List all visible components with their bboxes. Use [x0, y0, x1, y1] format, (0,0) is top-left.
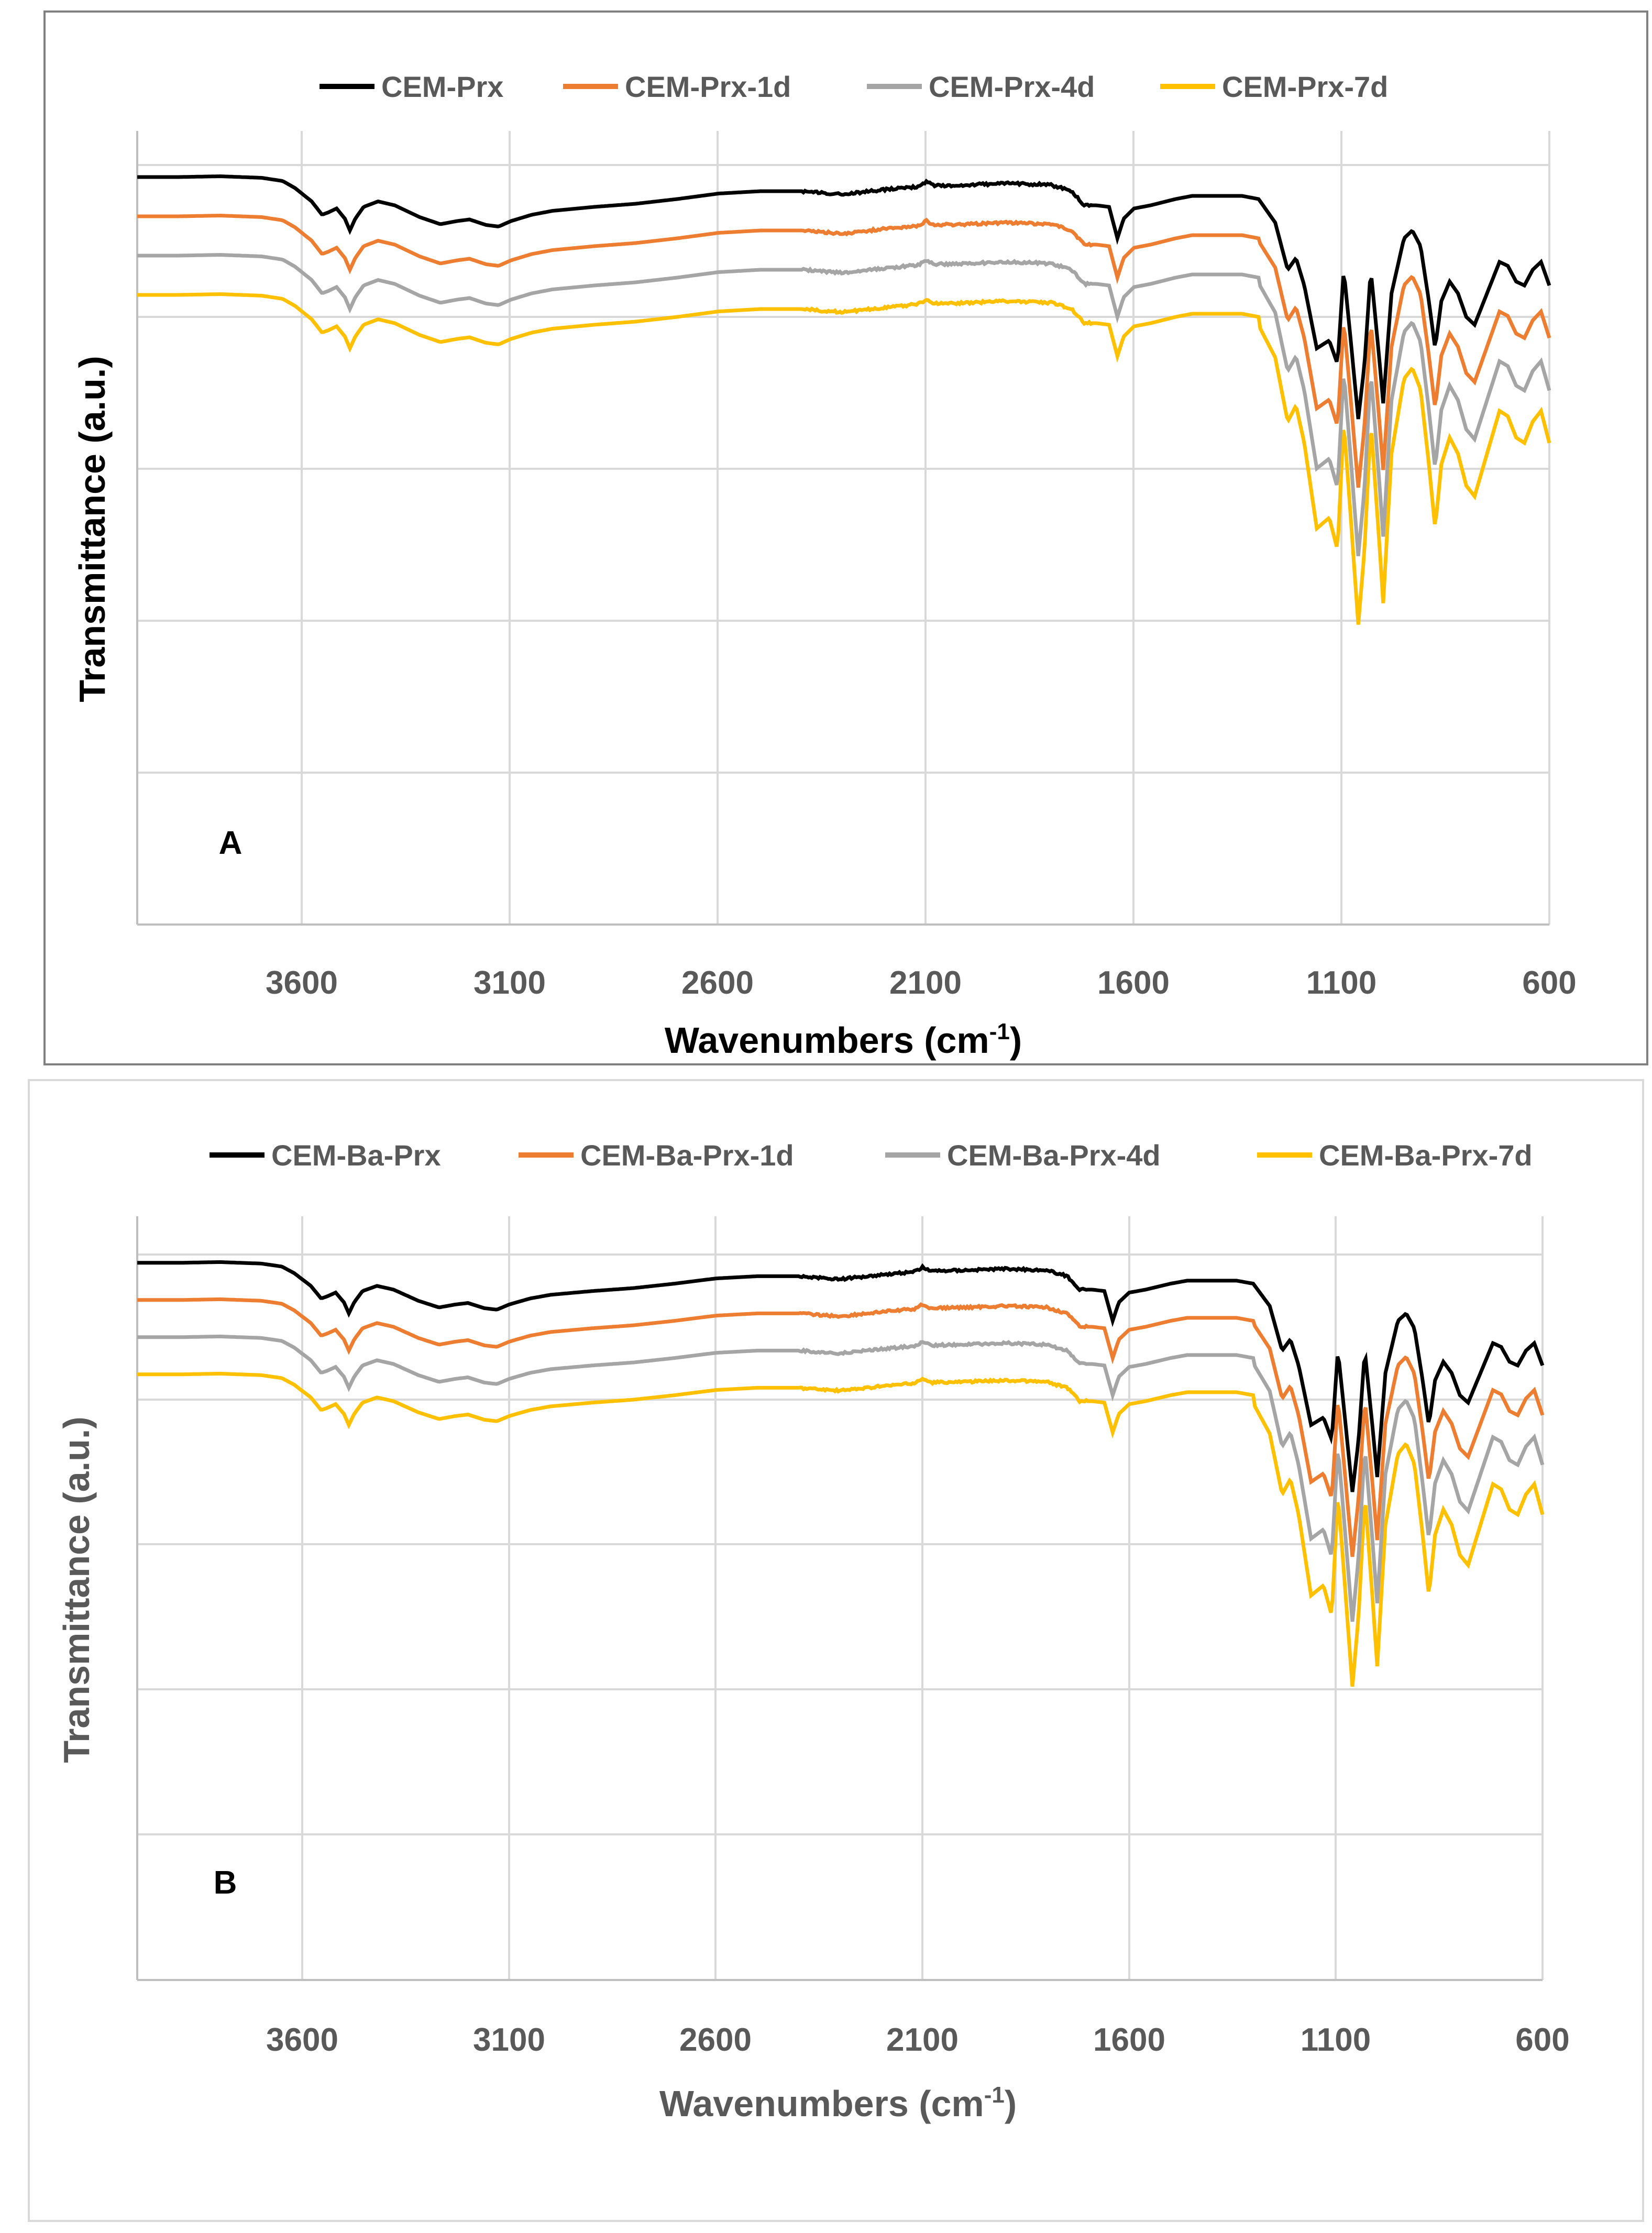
x-tick-b-1100: 1100	[1301, 2022, 1371, 2058]
x-tick-a-2600: 2600	[681, 965, 754, 1001]
legend-a-label-3: CEM-Prx-7d	[1222, 70, 1388, 103]
grid-a	[137, 164, 1549, 774]
legend-a-label-2: CEM-Prx-4d	[929, 70, 1095, 103]
x-tick-b-600: 600	[1515, 2022, 1569, 2058]
x-axis-title-b: Wavenumbers (cm-1)	[659, 2082, 1017, 2124]
legend-b-item-2: CEM-Ba-Prx-4d	[885, 1139, 1161, 1172]
x-tick-a-600: 600	[1522, 965, 1576, 1001]
panel-a-frame	[43, 10, 1648, 1065]
series-group-a	[137, 174, 1551, 625]
series-b-cem-ba-prx-line	[137, 1260, 1545, 1492]
legend-a-item-3: CEM-Prx-7d	[1160, 70, 1388, 103]
x-tick-a-2100: 2100	[889, 965, 962, 1001]
x-tick-b-2600: 2600	[679, 2022, 752, 2058]
x-tick-a-1600: 1600	[1097, 965, 1170, 1001]
x-tick-a-3600: 3600	[266, 965, 338, 1001]
x-axis-title-a-sup: -1	[989, 1019, 1010, 1044]
series-b-cem-ba-prx-7d-line	[137, 1371, 1545, 1687]
legend-a-item-2: CEM-Prx-4d	[867, 70, 1095, 103]
legend-b-label-1: CEM-Ba-Prx-1d	[580, 1139, 794, 1172]
series-a-cem-prx-line	[137, 174, 1551, 420]
x-tick-a-1100: 1100	[1306, 965, 1377, 1001]
panel-a: CEM-Prx CEM-Prx-1d CEM-Prx-4d CEM-Prx-7d	[43, 10, 1648, 1065]
legend-b-label-2: CEM-Ba-Prx-4d	[947, 1139, 1161, 1172]
y-axis-title-a: Transmittance (a.u.)	[72, 356, 113, 702]
y-axis-title-b: Transmittance (a.u.)	[56, 1416, 97, 1763]
legend-a-label-0: CEM-Prx	[381, 70, 503, 103]
x-axis-title-b-main: Wavenumbers (cm	[659, 2083, 984, 2124]
panel-label-b: B	[214, 1865, 237, 1901]
panel-b: CEM-Ba-Prx CEM-Ba-Prx-1d CEM-Ba-Prx-4d C…	[28, 1079, 1644, 2222]
x-tick-a-3100: 3100	[473, 965, 546, 1001]
x-axis-title-b-close: )	[1005, 2083, 1017, 2124]
legend-a-label-1: CEM-Prx-1d	[625, 70, 791, 103]
series-group-b	[137, 1260, 1545, 1687]
x-tick-b-2100: 2100	[886, 2022, 959, 2058]
series-b-cem-ba-prx-4d-line	[137, 1334, 1545, 1622]
legend-a: CEM-Prx CEM-Prx-1d CEM-Prx-4d CEM-Prx-7d	[320, 70, 1388, 103]
series-a-cem-prx-4d-line	[137, 252, 1551, 556]
legend-a-item-0: CEM-Prx	[320, 70, 503, 103]
x-axis-title-a-main: Wavenumbers (cm	[665, 1020, 989, 1061]
series-a-cem-prx-7d-line	[137, 292, 1551, 625]
legend-b-item-3: CEM-Ba-Prx-7d	[1257, 1139, 1533, 1172]
panel-label-a: A	[219, 825, 243, 861]
legend-b-label-0: CEM-Ba-Prx	[271, 1139, 441, 1172]
legend-b: CEM-Ba-Prx CEM-Ba-Prx-1d CEM-Ba-Prx-4d C…	[210, 1139, 1533, 1172]
x-tick-b-3100: 3100	[473, 2022, 545, 2058]
legend-b-item-0: CEM-Ba-Prx	[210, 1139, 441, 1172]
series-a-cem-prx-1d-line	[137, 213, 1551, 488]
x-tick-b-1600: 1600	[1093, 2022, 1165, 2058]
x-axis-title-a-close: )	[1010, 1020, 1022, 1061]
x-axis-title-a: Wavenumbers (cm-1)	[665, 1019, 1022, 1061]
legend-b-item-1: CEM-Ba-Prx-1d	[519, 1139, 794, 1172]
panel-b-frame	[28, 1079, 1644, 2222]
series-b-cem-ba-prx-1d-line	[137, 1297, 1545, 1557]
legend-a-item-1: CEM-Prx-1d	[563, 70, 791, 103]
x-axis-title-b-sup: -1	[984, 2082, 1005, 2108]
legend-b-label-3: CEM-Ba-Prx-7d	[1319, 1139, 1533, 1172]
vgrid-a	[301, 131, 1550, 925]
x-tick-b-3600: 3600	[266, 2022, 338, 2058]
